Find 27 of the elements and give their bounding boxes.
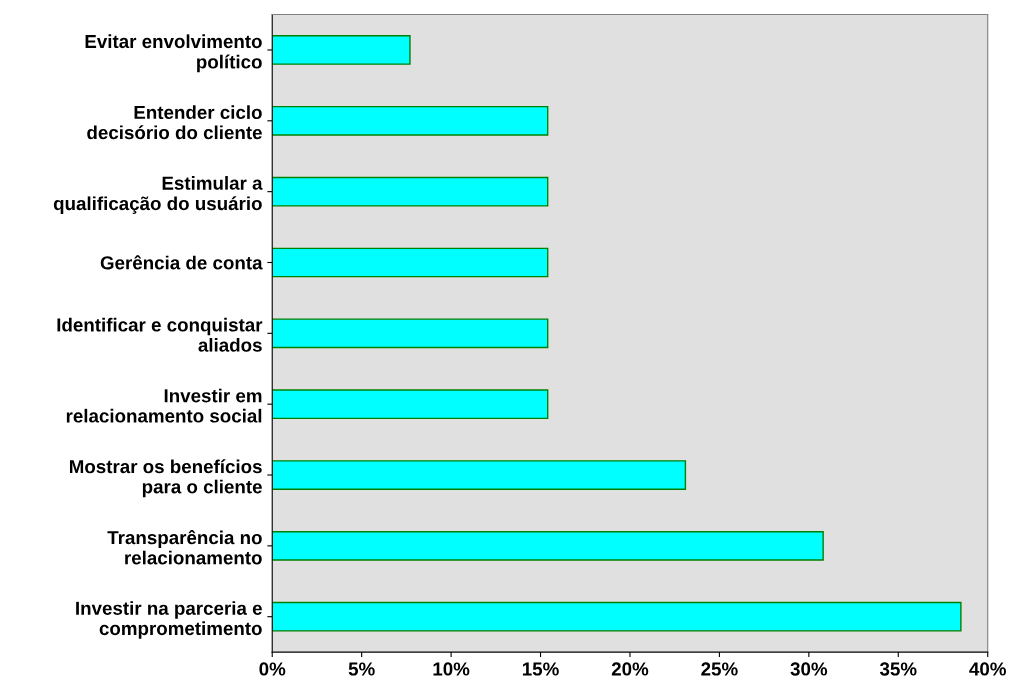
x-tick-label: 35% [879,662,917,676]
bar [272,530,824,561]
x-tick-label: 5% [348,662,375,676]
bar [272,247,549,278]
y-tick-label: Investir em relacionamento social [66,388,262,423]
bar [272,601,962,632]
x-tick-label: 10% [433,662,470,676]
y-tick-label: Investir na parceria e comprometimento [76,601,262,639]
x-tick-label: 15% [522,662,559,676]
x-tick-label: 30% [790,662,828,676]
y-tick-label: Mostrar os benefícios para o cliente [69,459,262,498]
bar [272,318,549,349]
bar [272,105,549,136]
y-tick-label: Transparência no relacionamento [107,530,262,565]
y-tick-label: Evitar envolvimento político [85,34,262,73]
y-tick-label: Gerência de conta [100,255,263,270]
y-tick-label: Identificar e conquistar aliados [57,317,263,352]
bar [272,389,549,420]
x-tick-label: 20% [611,662,649,676]
y-tick-label: Entender ciclo decisório do cliente [87,105,262,140]
x-tick-label: 0% [259,662,286,676]
x-tick-label: 25% [701,662,738,676]
bar [272,176,549,207]
y-tick-label: Estimular a qualificação do usuário [53,176,263,214]
x-tick-label: 40% [969,662,1006,676]
bar [272,460,687,490]
bar [272,35,411,65]
